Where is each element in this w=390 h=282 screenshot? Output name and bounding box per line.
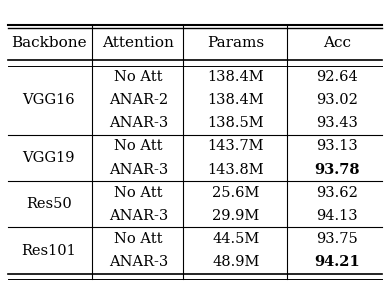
Text: VGG19: VGG19 <box>23 151 75 165</box>
Text: Acc: Acc <box>323 36 351 50</box>
Text: 143.8M: 143.8M <box>207 162 264 177</box>
Text: 93.75: 93.75 <box>316 232 358 246</box>
Text: 138.4M: 138.4M <box>207 70 264 84</box>
Text: Res50: Res50 <box>26 197 72 211</box>
Text: 25.6M: 25.6M <box>212 186 260 200</box>
Text: No Att: No Att <box>114 70 163 84</box>
Text: Res101: Res101 <box>21 243 76 257</box>
Text: 143.7M: 143.7M <box>208 139 264 153</box>
Text: 93.78: 93.78 <box>315 162 360 177</box>
Text: 94.21: 94.21 <box>314 255 360 269</box>
Text: 48.9M: 48.9M <box>212 255 260 269</box>
Text: 92.64: 92.64 <box>316 70 358 84</box>
Text: 138.4M: 138.4M <box>207 93 264 107</box>
Text: Backbone: Backbone <box>11 36 87 50</box>
Text: Params: Params <box>207 36 264 50</box>
Text: 93.13: 93.13 <box>316 139 358 153</box>
Text: ANAR-3: ANAR-3 <box>109 116 168 130</box>
Text: ANAR-3: ANAR-3 <box>109 162 168 177</box>
Text: 138.5M: 138.5M <box>207 116 264 130</box>
Text: Attention: Attention <box>103 36 174 50</box>
Text: No Att: No Att <box>114 186 163 200</box>
Text: No Att: No Att <box>114 139 163 153</box>
Text: 44.5M: 44.5M <box>212 232 260 246</box>
Text: 93.62: 93.62 <box>316 186 358 200</box>
Text: VGG16: VGG16 <box>23 93 75 107</box>
Text: ANAR-3: ANAR-3 <box>109 255 168 269</box>
Text: ANAR-3: ANAR-3 <box>109 209 168 223</box>
Text: 94.13: 94.13 <box>317 209 358 223</box>
Text: ANAR-2: ANAR-2 <box>109 93 168 107</box>
Text: 93.43: 93.43 <box>316 116 358 130</box>
Text: No Att: No Att <box>114 232 163 246</box>
Text: 93.02: 93.02 <box>316 93 358 107</box>
Text: 29.9M: 29.9M <box>212 209 260 223</box>
